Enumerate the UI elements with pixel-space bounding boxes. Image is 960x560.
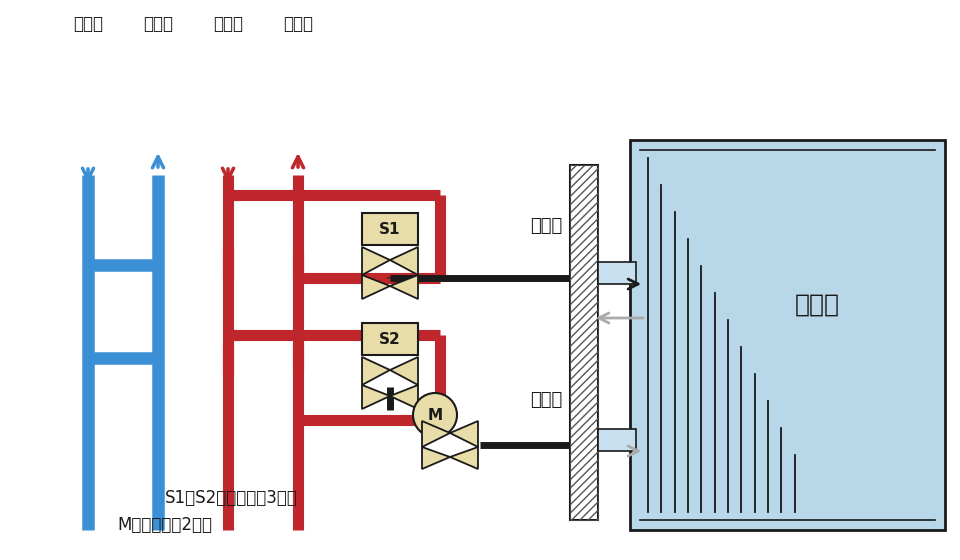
- Bar: [570, 165, 598, 520]
- Text: 冷水復: 冷水復: [143, 15, 173, 33]
- Text: S2: S2: [379, 332, 401, 347]
- Bar: [362, 323, 418, 355]
- Text: 温水往: 温水往: [213, 15, 243, 33]
- Text: S1、S2：電動切換3方弁: S1、S2：電動切換3方弁: [165, 489, 298, 507]
- Polygon shape: [422, 447, 450, 469]
- Polygon shape: [362, 385, 390, 409]
- Polygon shape: [362, 247, 390, 275]
- Polygon shape: [362, 357, 390, 385]
- Polygon shape: [390, 357, 418, 385]
- Polygon shape: [450, 421, 478, 447]
- Text: コイル: コイル: [795, 293, 840, 317]
- Polygon shape: [450, 447, 478, 469]
- Text: 冷水往: 冷水往: [73, 15, 103, 33]
- Polygon shape: [362, 275, 390, 299]
- Text: 水出口: 水出口: [530, 217, 562, 235]
- Bar: [570, 165, 598, 520]
- Bar: [598, 429, 636, 451]
- Polygon shape: [390, 247, 418, 275]
- Polygon shape: [390, 275, 418, 299]
- Polygon shape: [390, 385, 418, 409]
- Text: M：電動比例2方弁: M：電動比例2方弁: [117, 516, 212, 534]
- Text: M: M: [427, 408, 443, 422]
- Circle shape: [413, 393, 457, 437]
- Text: S1: S1: [379, 222, 400, 236]
- Polygon shape: [422, 421, 450, 447]
- Bar: [630, 140, 945, 530]
- Text: 温水復: 温水復: [283, 15, 313, 33]
- Text: 水入口: 水入口: [530, 391, 562, 409]
- Bar: [362, 213, 418, 245]
- Bar: [598, 262, 636, 284]
